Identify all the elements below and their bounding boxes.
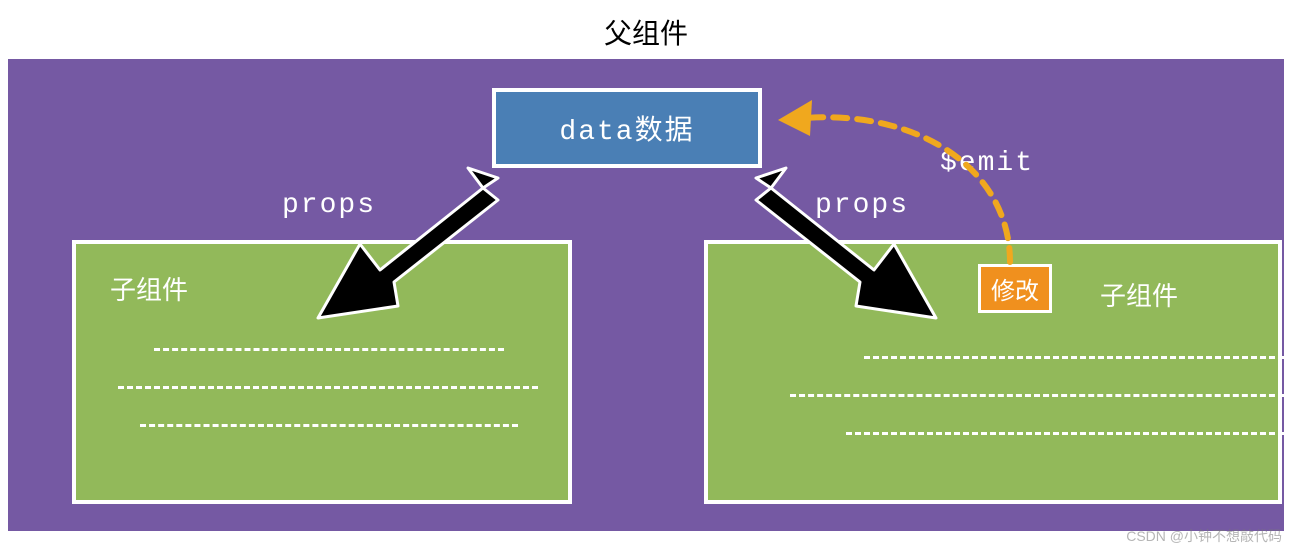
diagram-canvas: 父组件 data数据 props props $emit 子组件 修改 子组件	[0, 0, 1292, 552]
watermark: CSDN @小钟不想敲代码	[1126, 526, 1282, 546]
arrow-emit	[0, 0, 1292, 552]
